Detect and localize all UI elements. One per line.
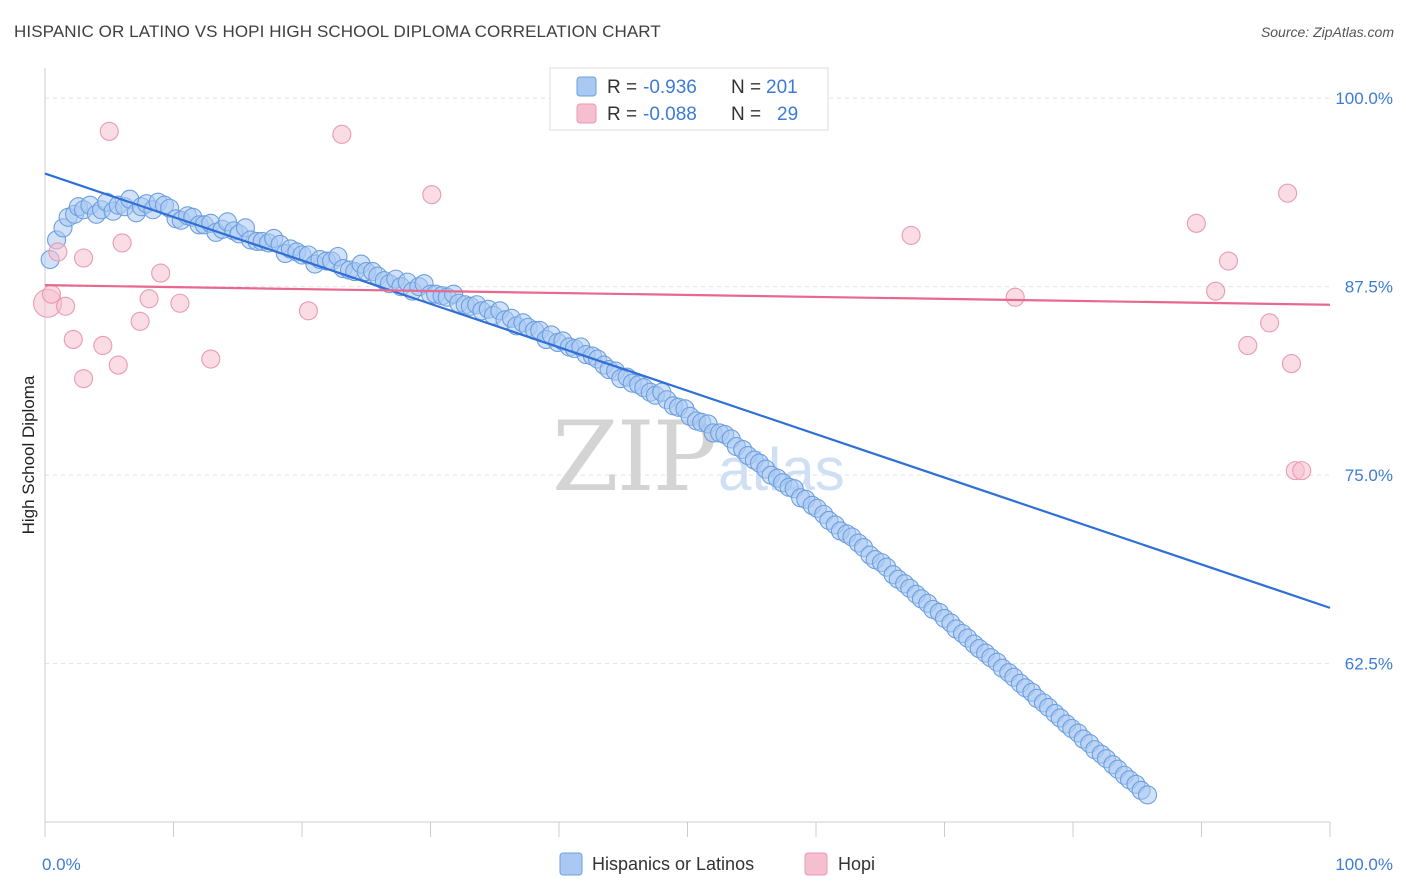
- y-tick-label: 62.5%: [1345, 655, 1393, 674]
- legend-n-label-1: N =: [731, 77, 761, 98]
- legend-swatch-hispanic: [576, 76, 597, 97]
- hopi-point: [99, 121, 119, 141]
- bottom-legend-hispanic: Hispanics or Latinos: [592, 854, 754, 874]
- hopi-point: [56, 296, 76, 316]
- hopi-trend-line: [44, 284, 1331, 306]
- legend-r-value-2: -0.088: [643, 104, 697, 125]
- hopi-point: [170, 293, 190, 313]
- hopi-point: [1186, 213, 1206, 233]
- y-tick-label: 100.0%: [1335, 89, 1393, 108]
- hopi-point: [130, 311, 150, 331]
- x-tick-label-max: 100.0%: [1335, 855, 1393, 874]
- hopi-point: [93, 335, 113, 356]
- legend-n-label-2: N =: [731, 104, 761, 125]
- bottom-swatch-hopi: [804, 852, 828, 876]
- bottom-swatch-hispanic: [559, 852, 583, 876]
- hopi-point: [201, 349, 221, 369]
- hispanic-trend-line: [44, 172, 1331, 609]
- y-tick-labels: 62.5% 75.0% 87.5% 100.0%: [1335, 89, 1393, 674]
- hopi-point: [298, 301, 318, 321]
- trend-lines: [44, 172, 1331, 609]
- hopi-point: [901, 225, 921, 245]
- hopi-point: [1260, 313, 1280, 333]
- x-tick-marks: [44, 822, 1331, 837]
- hopi-point: [108, 355, 128, 375]
- x-tick-label-min: 0.0%: [42, 855, 81, 874]
- hopi-point: [41, 284, 61, 304]
- hispanic-point: [1137, 785, 1158, 805]
- hopi-point: [1281, 354, 1301, 374]
- chart-title: HISPANIC OR LATINO VS HOPI HIGH SCHOOL D…: [14, 22, 661, 41]
- y-tick-label: 87.5%: [1345, 278, 1393, 297]
- hopi-point: [151, 263, 171, 283]
- y-tick-label: 75.0%: [1345, 466, 1393, 485]
- hopi-point: [63, 329, 83, 349]
- y-axis-label: High School Diploma: [19, 375, 38, 534]
- legend-r-label-2: R =: [607, 104, 637, 125]
- legend-n-value-2: 29: [777, 104, 798, 125]
- hopi-point: [74, 369, 94, 389]
- hopi-point: [74, 248, 94, 268]
- hopi-point: [112, 233, 132, 253]
- hopi-point: [1292, 461, 1312, 481]
- hopi-points: [33, 121, 1312, 481]
- hopi-point: [139, 289, 159, 309]
- legend-r-value-1: -0.936: [643, 77, 697, 98]
- hopi-point: [332, 124, 352, 144]
- gridlines: [45, 97, 1330, 665]
- bottom-legend-hopi: Hopi: [838, 854, 875, 874]
- series-legend: Hispanics or Latinos Hopi: [559, 852, 875, 876]
- legend-swatch-hopi: [576, 103, 597, 124]
- hopi-point: [48, 242, 68, 262]
- legend-n-value-1: 201: [766, 77, 798, 98]
- hopi-point: [1206, 281, 1226, 301]
- stats-legend: R = -0.936 N = 201 R = -0.088 N = 29: [549, 67, 829, 131]
- legend-r-label-1: R =: [607, 77, 637, 98]
- hopi-point: [422, 185, 442, 205]
- source-label: Source: ZipAtlas.com: [1260, 24, 1394, 40]
- hopi-point: [1218, 251, 1239, 271]
- hopi-point: [1005, 287, 1025, 307]
- hopi-point: [1238, 335, 1258, 356]
- hopi-point: [1278, 183, 1298, 203]
